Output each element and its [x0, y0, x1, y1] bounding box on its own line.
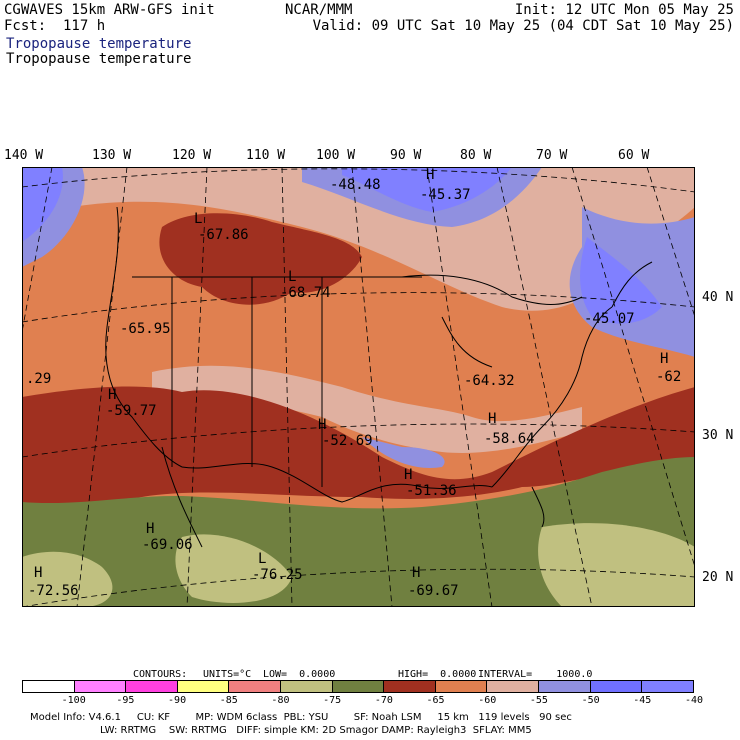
model-title: CGWAVES 15km ARW-GFS init: [4, 2, 215, 18]
colorbar-swatch: [280, 681, 332, 692]
lon-label-140w: 140 W: [4, 148, 44, 163]
field-name-primary: Tropopause temperature: [6, 36, 192, 52]
colorbar-tick-label: -60: [478, 695, 497, 706]
extremum-letter: L: [258, 551, 266, 567]
extremum-value: -65.95: [120, 321, 171, 337]
extremum-value: -76.25: [252, 567, 303, 583]
extremum-value: -48.48: [330, 177, 381, 193]
field-band-75-mexico: [175, 534, 292, 603]
colorbar-swatch: [486, 681, 539, 692]
extremum-letter: H: [34, 565, 42, 581]
valid-time: Valid: 09 UTC Sat 10 May 25 (04 CDT Sat …: [312, 18, 734, 34]
extremum-value: -59.77: [106, 403, 157, 419]
extremum-letter: H: [426, 167, 434, 183]
extremum-value: -45.07: [584, 311, 635, 327]
colorbar-swatch: [125, 681, 177, 692]
extremum-value: -64.32: [464, 373, 515, 389]
extremum-letter: H: [488, 411, 496, 427]
colorbar-tick-label: -40: [684, 695, 704, 706]
colorbar-swatch: [589, 681, 642, 692]
field-band-50-gulf: [362, 437, 445, 468]
field-band-65-north: [159, 213, 362, 305]
colorbar-tick-label: -85: [219, 695, 238, 706]
colorbar-tick-label: -75: [323, 695, 342, 706]
contour-units: UNITS=°C: [203, 669, 252, 680]
field-band-75-southeast: [538, 523, 695, 607]
colorbar-tick-label: -95: [116, 695, 135, 706]
lon-label-90w: 90 W: [390, 148, 422, 163]
colorbar: [22, 680, 694, 693]
colorbar-swatch: [23, 681, 74, 692]
field-name-secondary: Tropopause temperature: [6, 51, 192, 67]
colorbar-swatch: [434, 681, 487, 692]
colorbar-swatch: [73, 681, 126, 692]
lat-label-30n: 30 N: [702, 428, 734, 443]
colorbar-swatch: [538, 681, 590, 692]
extremum-value: -67.86: [198, 227, 249, 243]
lon-label-70w: 70 W: [536, 148, 568, 163]
colorbar-tick-label: °C: [732, 695, 740, 706]
contour-high: HIGH= 0.0000: [398, 669, 477, 680]
contour-low: LOW= 0.0000: [263, 669, 336, 680]
colorbar-tick-label: -100: [61, 695, 86, 706]
lon-label-60w: 60 W: [618, 148, 650, 163]
extremum-letter: H: [146, 521, 154, 537]
contour-info-label: CONTOURS:: [133, 669, 188, 680]
lon-label-110w: 110 W: [246, 148, 286, 163]
colorbar-tick-label: -45: [633, 695, 652, 706]
lat-label-20n: 20 N: [702, 570, 734, 585]
colorbar-tick-label: -65: [426, 695, 445, 706]
map-frame: [22, 167, 695, 607]
lat-label-40n: 40 N: [702, 290, 734, 305]
colorbar-tick-label: -70: [374, 695, 393, 706]
colorbar-tick-label: -80: [271, 695, 290, 706]
colorbar-labels: -100 -95 -90 -85 -80 -75 -70 -65 -60 -55 -50 -45 -40…: [0, 695, 740, 709]
colorbar-tick-label: -50: [581, 695, 600, 706]
extremum-value: -69.06: [142, 537, 193, 553]
colorbar-swatch: [176, 681, 229, 692]
extremum-letter: L: [194, 211, 202, 227]
extremum-value: -62: [656, 369, 681, 385]
field-band-75-southwest: [22, 551, 113, 607]
extremum-value: -68.74: [280, 285, 331, 301]
extremum-letter: H: [412, 565, 420, 581]
extremum-value: -69.67: [408, 583, 459, 599]
extremum-letter: H: [318, 417, 326, 433]
contour-interval: INTERVAL= 1000.0: [478, 669, 593, 680]
extremum-letter: H: [660, 351, 668, 367]
colorbar-swatch: [641, 681, 693, 692]
extremum-value: -52.69: [322, 433, 373, 449]
extremum-value: -45.37: [420, 187, 471, 203]
field-band-45-north: [342, 167, 512, 212]
extremum-value: .29: [26, 371, 51, 387]
physics-info: LW: RRTMG SW: RRTMG DIFF: simple KM: 2D …: [100, 725, 532, 736]
colorbar-swatch: [228, 681, 281, 692]
extremum-letter: H: [404, 467, 412, 483]
forecast-hour: Fcst: 117 h: [4, 18, 106, 34]
lon-label-80w: 80 W: [460, 148, 492, 163]
extremum-value: -72.56: [28, 583, 79, 599]
init-time: Init: 12 UTC Mon 05 May 25: [514, 2, 734, 18]
extremum-letter: H: [108, 387, 116, 403]
agency-label: NCAR/MMM: [285, 2, 353, 18]
extremum-value: -51.36: [406, 483, 457, 499]
colorbar-swatch: [383, 681, 435, 692]
tropopause-temperature-map: L -67.86 L -68.74 -65.95 H -59.77 H -52.…: [22, 167, 695, 607]
colorbar-tick-label: -90: [168, 695, 187, 706]
extremum-value: -58.64: [484, 431, 535, 447]
lon-label-120w: 120 W: [172, 148, 212, 163]
lon-label-130w: 130 W: [92, 148, 132, 163]
model-info: Model Info: V4.6.1 CU: KF MP: WDM 6class…: [30, 712, 572, 723]
extremum-letter: L: [288, 269, 296, 285]
field-band-55-central: [152, 365, 582, 453]
colorbar-swatch: [331, 681, 384, 692]
lon-label-100w: 100 W: [316, 148, 356, 163]
colorbar-tick-label: -55: [529, 695, 548, 706]
field-band-65-south: [22, 386, 695, 507]
